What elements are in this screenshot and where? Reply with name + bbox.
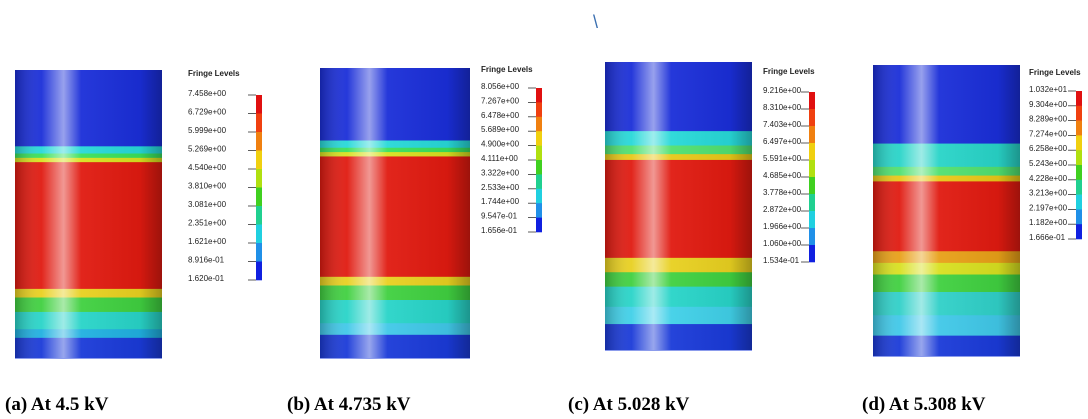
legend-color <box>809 126 815 144</box>
legend-color <box>809 109 815 127</box>
legend-level: 3.778e+00 <box>763 188 802 197</box>
legend-level: 1.534e-01 <box>763 256 800 265</box>
legend-level: 5.999e+00 <box>188 126 227 135</box>
legend-level: 7.267e+00 <box>481 96 520 105</box>
legend-level: 8.056e+00 <box>481 82 520 91</box>
legend-level: 3.322e+00 <box>481 168 520 177</box>
legend-level: 4.111e+00 <box>481 154 518 163</box>
legend-color <box>536 116 542 132</box>
legend-level: 5.243e+00 <box>1029 159 1068 168</box>
legend-level: 5.591e+00 <box>763 154 802 163</box>
cylinder-shade <box>320 68 470 358</box>
legend-level: 4.900e+00 <box>481 140 520 149</box>
legend-level: 3.213e+00 <box>1029 189 1068 198</box>
stray-mark: \ <box>593 12 598 32</box>
legend-color <box>256 224 262 244</box>
legend-level: 4.540e+00 <box>188 163 227 172</box>
legend-level: 1.060e+00 <box>763 239 802 248</box>
legend-level: 6.729e+00 <box>188 108 227 117</box>
legend-color <box>536 145 542 161</box>
legend-color <box>536 102 542 118</box>
legend-color <box>1076 224 1082 240</box>
legend-level: 1.182e+00 <box>1029 218 1068 227</box>
legend-level: 9.547e-01 <box>481 212 518 221</box>
legend-level: 5.269e+00 <box>188 145 227 154</box>
legend-level: 2.533e+00 <box>481 183 520 192</box>
legend-level: 6.258e+00 <box>1029 144 1068 153</box>
legend-color <box>256 95 262 114</box>
legend-color <box>256 206 262 225</box>
legend-level: 9.216e+00 <box>763 86 802 95</box>
legend-color <box>536 131 542 146</box>
legend-color <box>809 160 815 178</box>
cylinder-shade <box>15 70 162 358</box>
legend-level: 1.666e-01 <box>1029 233 1066 242</box>
legend-color <box>809 92 815 110</box>
legend-color <box>256 132 262 151</box>
legend-color <box>1076 120 1082 136</box>
legend-color <box>809 194 815 212</box>
legend-level: 3.081e+00 <box>188 200 227 209</box>
legend-level: 4.685e+00 <box>763 171 802 180</box>
legend-color <box>1076 105 1082 121</box>
caption: (d) At 5.308 kV <box>862 394 986 415</box>
legend-level: 2.197e+00 <box>1029 203 1068 212</box>
legend-level: 8.310e+00 <box>763 103 802 112</box>
legend-level: 2.351e+00 <box>188 219 227 228</box>
legend-color <box>536 88 542 103</box>
legend-level: 7.458e+00 <box>188 89 227 98</box>
legend-level: 7.274e+00 <box>1029 129 1068 138</box>
legend-color <box>1076 179 1082 195</box>
legend-color <box>256 187 262 207</box>
legend-color <box>809 143 815 161</box>
caption: (a) At 4.5 kV <box>5 394 109 415</box>
caption: (c) At 5.028 kV <box>568 394 690 415</box>
legend-color <box>536 160 542 175</box>
legend-color <box>1076 165 1082 181</box>
legend-title: Fringe Levels <box>481 65 533 74</box>
legend-color <box>809 177 815 195</box>
legend-level: 1.621e+00 <box>188 237 227 246</box>
legend-level: 3.810e+00 <box>188 182 227 191</box>
legend-color <box>536 217 542 233</box>
legend-color <box>536 174 542 190</box>
legend-level: 1.656e-01 <box>481 226 518 235</box>
legend-title: Fringe Levels <box>188 69 240 78</box>
legend-level: 7.403e+00 <box>763 120 802 129</box>
legend-color <box>1076 194 1082 210</box>
legend-color <box>809 228 815 246</box>
legend-title: Fringe Levels <box>1029 68 1081 77</box>
legend-color <box>1076 150 1082 166</box>
legend-color <box>256 261 262 281</box>
legend-color <box>809 211 815 229</box>
legend-color <box>1076 135 1082 151</box>
legend-level: 6.497e+00 <box>763 137 802 146</box>
legend-level: 4.228e+00 <box>1029 174 1068 183</box>
legend-title: Fringe Levels <box>763 67 815 76</box>
legend-level: 1.032e+01 <box>1029 85 1068 94</box>
legend-level: 9.304e+00 <box>1029 100 1068 109</box>
legend-color <box>536 188 542 204</box>
legend-color <box>256 243 262 262</box>
legend-color <box>1076 91 1082 107</box>
legend-level: 8.289e+00 <box>1029 115 1068 124</box>
legend-level: 1.966e+00 <box>763 222 802 231</box>
legend-color <box>809 245 815 263</box>
cylinder-shade <box>605 62 752 350</box>
legend-level: 6.478e+00 <box>481 111 520 120</box>
legend-color <box>256 113 262 133</box>
legend-color <box>536 203 542 218</box>
legend-level: 8.916e-01 <box>188 256 225 265</box>
legend-color <box>256 150 262 170</box>
legend-level: 5.689e+00 <box>481 125 520 134</box>
caption: (b) At 4.735 kV <box>287 394 411 415</box>
legend-level: 2.872e+00 <box>763 205 802 214</box>
legend-color <box>256 169 262 188</box>
legend-color <box>1076 209 1082 225</box>
legend-level: 1.744e+00 <box>481 197 520 206</box>
legend-level: 1.620e-01 <box>188 274 225 283</box>
cylinder-shade <box>873 65 1020 356</box>
